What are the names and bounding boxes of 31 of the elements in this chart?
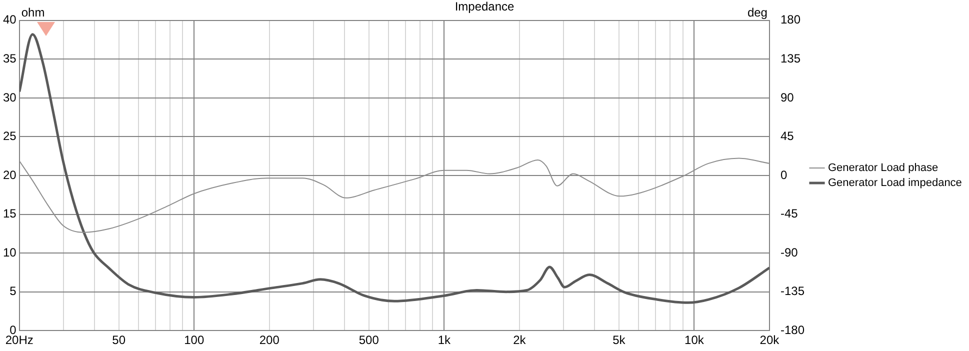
- y-tick-label: 25: [2, 129, 17, 144]
- y2-tick-label: 90: [780, 90, 794, 104]
- y-tick-label: 10: [2, 245, 17, 260]
- chart-title: Impedance: [454, 0, 515, 14]
- x-tick-label: 50: [112, 333, 126, 348]
- x-tick-label: 5k: [612, 333, 626, 348]
- x-tick-label: 500: [358, 333, 380, 348]
- x-tick-label: 2k: [513, 333, 527, 348]
- legend-label: Generator Load phase: [828, 162, 938, 174]
- x-tick-label: 100: [184, 333, 204, 348]
- x-tick-label: 20k: [760, 333, 780, 348]
- y-tick-label: 20: [2, 168, 17, 182]
- y-tick-label: 5: [10, 284, 17, 298]
- x-tick-label: 1k: [438, 333, 452, 348]
- y2-tick-label: 180: [780, 12, 801, 27]
- y2-tick-label: -90: [780, 245, 798, 260]
- y2-tick-label: 45: [780, 129, 794, 144]
- y-tick-label: 30: [2, 90, 17, 104]
- y-tick-label: 40: [2, 12, 17, 27]
- y2-tick-label: -45: [780, 206, 798, 221]
- y-tick-label: 15: [2, 206, 17, 221]
- y2-tick-label: 135: [780, 51, 801, 66]
- y-axis-title: ohm: [21, 6, 45, 20]
- y2-tick-label: -135: [780, 284, 805, 298]
- y2-axis-title: deg: [747, 6, 768, 20]
- legend-label: Generator Load impedance: [828, 177, 962, 190]
- x-tick-label: 10k: [684, 333, 705, 348]
- y2-tick-label: 0: [780, 168, 788, 182]
- x-tick-label: 200: [259, 333, 280, 348]
- y-tick-label: 35: [2, 51, 17, 66]
- y2-tick-label: -180: [780, 322, 805, 337]
